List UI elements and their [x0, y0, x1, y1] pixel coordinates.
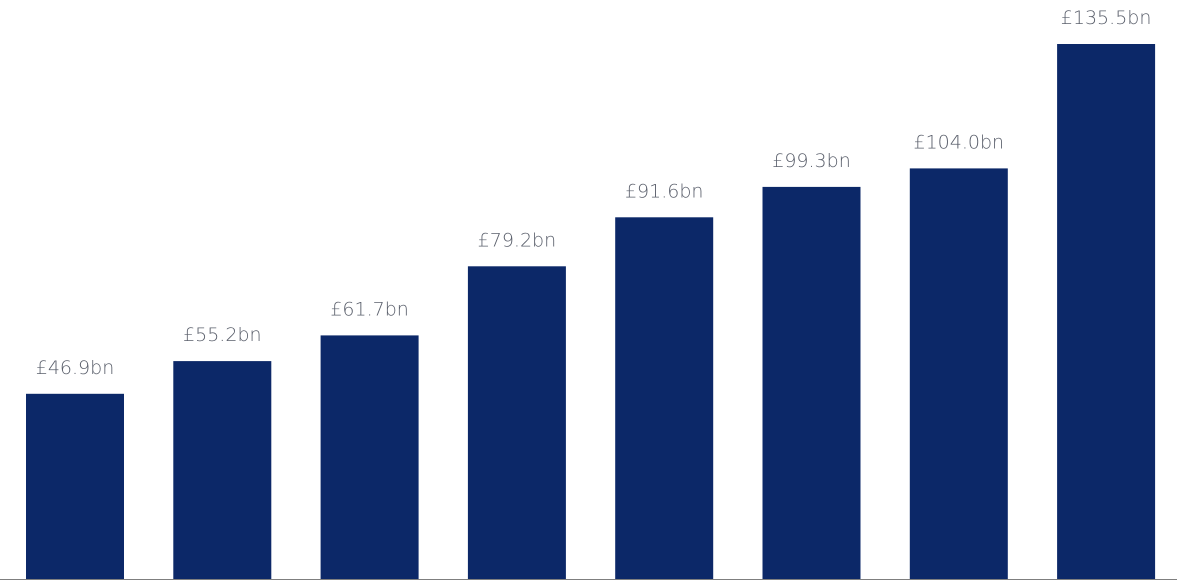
bar-5: [615, 217, 714, 580]
bar-6: [762, 186, 861, 579]
bar-1: [26, 393, 124, 579]
data-label-1: £46.9bn: [36, 357, 115, 379]
bar-2: [173, 361, 272, 579]
data-label-3: £61.7bn: [330, 298, 409, 320]
bar-8: [1057, 44, 1156, 579]
bar-4: [467, 266, 566, 579]
bar-7: [909, 168, 1008, 579]
data-label-5: £91.6bn: [625, 180, 704, 202]
data-label-7: £104.0bn: [914, 131, 1005, 153]
bars-group: [26, 44, 1156, 580]
data-labels-group: £46.9bn £55.2bn £61.7bn £79.2bn £91.6bn £99.3…: [36, 7, 1152, 379]
bar-3: [320, 335, 419, 579]
data-label-6: £99.3bn: [772, 150, 851, 172]
data-label-2: £55.2bn: [183, 324, 262, 346]
data-label-8: £135.5bn: [1061, 7, 1152, 29]
data-label-4: £79.2bn: [478, 229, 557, 251]
